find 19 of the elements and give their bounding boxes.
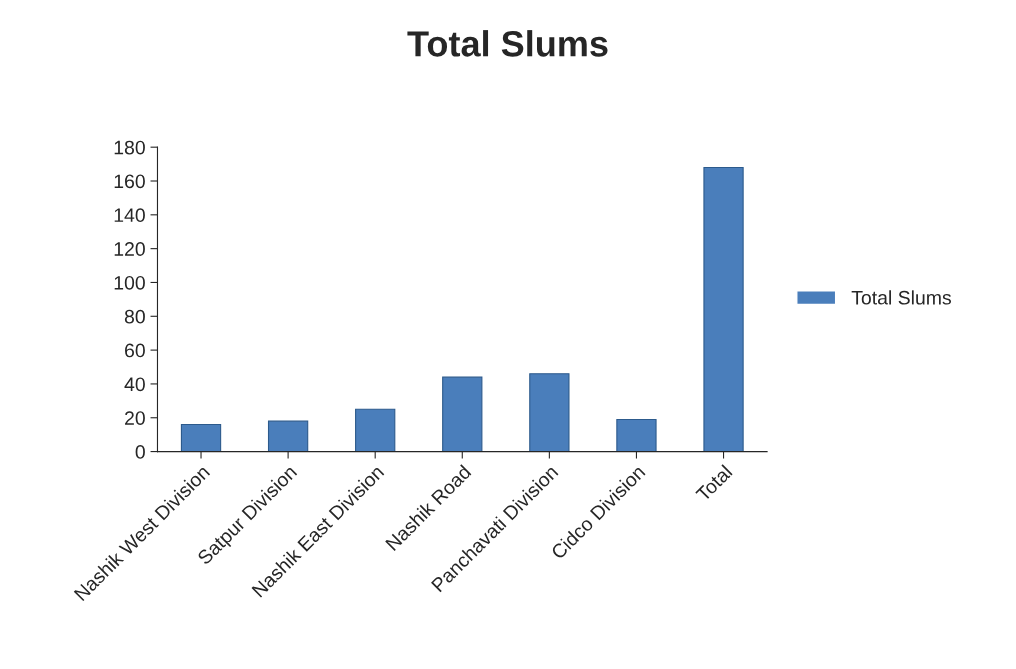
y-tick-label: 140 — [114, 208, 145, 223]
y-tick-label: 80 — [124, 309, 145, 324]
y-tick-label: 100 — [114, 275, 145, 290]
bar — [616, 418, 657, 452]
y-tick-label: 160 — [114, 174, 145, 189]
bar — [529, 373, 570, 452]
bar — [442, 376, 483, 452]
y-tick-label: 0 — [135, 445, 145, 459]
bar — [267, 420, 309, 452]
chart-title: Total Slums — [407, 30, 608, 57]
legend-label: Total Slums — [851, 290, 951, 305]
bar — [180, 423, 222, 452]
bar — [703, 166, 744, 452]
y-tick-label: 60 — [125, 343, 145, 358]
y-tick-label: 40 — [124, 377, 145, 392]
bar — [355, 408, 396, 452]
y-tick-label: 20 — [125, 411, 145, 425]
y-tick-label: 120 — [114, 242, 145, 256]
y-tick-label: 180 — [114, 140, 145, 155]
